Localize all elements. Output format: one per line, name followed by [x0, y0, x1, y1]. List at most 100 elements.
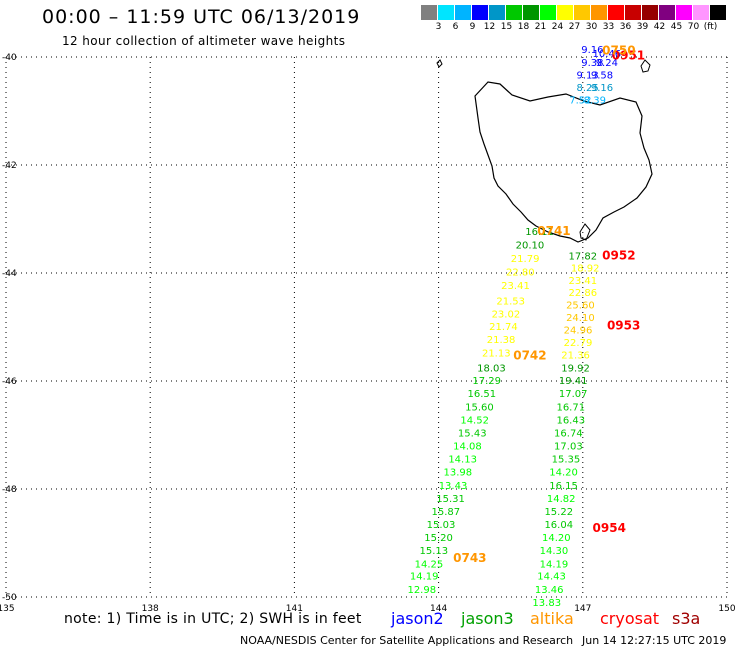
wave-height-value: 21.79 [511, 254, 540, 265]
wave-height-value: 22.80 [506, 268, 535, 279]
color-swatch [710, 5, 727, 20]
wave-height-value: 14.19 [410, 572, 439, 583]
wave-height-value: 13.98 [444, 468, 473, 479]
pass-time-label: 0951 [612, 49, 645, 63]
color-scale-label: 42 [653, 22, 666, 32]
color-scale-label: 45 [670, 22, 683, 32]
satellite-legend-s3a: s3a [672, 609, 701, 628]
wave-height-value: 21.53 [496, 296, 525, 307]
wave-height-value: 9.24 [596, 58, 618, 69]
wave-height-value: 18.03 [477, 363, 506, 374]
color-swatch [557, 5, 574, 20]
wave-height-value: 14.30 [540, 546, 569, 557]
wave-height-value: 14.25 [415, 559, 444, 570]
wave-height-value: 15.43 [458, 429, 487, 440]
wave-height-value: 23.02 [492, 309, 521, 320]
color-scale-label: (ft) [703, 22, 718, 32]
satellite-legend-jason3: jason3 [461, 609, 514, 628]
wave-height-value: 7.52 [569, 95, 591, 106]
wave-height-value: 18.92 [571, 263, 600, 274]
longitude-label: 147 [574, 604, 591, 614]
longitude-label: 138 [142, 604, 159, 614]
pass-time-label: 0954 [593, 521, 626, 535]
latitude-label: -40 [2, 53, 17, 63]
wave-height-value: 9.16 [581, 45, 603, 56]
wave-height-value: 21.38 [487, 335, 516, 346]
color-scale-label: 30 [585, 22, 598, 32]
wave-height-value: 15.03 [427, 520, 456, 531]
color-scale-label: 15 [500, 22, 513, 32]
latitude-label: -42 [2, 161, 17, 171]
wave-height-value: 16.51 [468, 389, 497, 400]
wave-height-value: 14.82 [547, 494, 576, 505]
color-scale-label: 39 [636, 22, 649, 32]
wave-height-value: 19.41 [559, 376, 588, 387]
wave-height-value: 8.39 [584, 95, 606, 106]
wave-height-value: 21.36 [561, 350, 590, 361]
color-scale-label: 6 [452, 22, 459, 32]
wave-height-value: 25.60 [566, 301, 595, 312]
wave-height-value: 16.11 [525, 227, 554, 238]
satellite-legend-altika: altika [530, 609, 574, 628]
pass-time-label: 0952 [602, 249, 635, 263]
color-scale-label: 18 [517, 22, 530, 32]
color-swatch [574, 5, 591, 20]
wave-height-value: 16.74 [554, 429, 583, 440]
wave-height-value: 15.13 [419, 546, 448, 557]
wave-height-value: 9.13 [576, 71, 598, 82]
wave-height-value: 15.87 [431, 507, 460, 518]
longitude-label: 144 [430, 604, 447, 614]
pass-time-label: 0742 [513, 348, 546, 362]
color-scale-label: 33 [602, 22, 615, 32]
longitude-label: 150 [718, 604, 735, 614]
color-swatch [438, 5, 455, 20]
tasmania-coastline [474, 81, 653, 243]
wave-height-value: 17.03 [554, 442, 583, 453]
pass-time-label: 0743 [453, 551, 486, 565]
longitude-labels: 135 138 141 144 147 150 [0, 604, 736, 614]
wave-height-value: 16.04 [544, 520, 573, 531]
pass-time-labels: 0951 0952 0953 0954 0742 0743 0741 0750 [453, 43, 645, 565]
wave-height-value: 14.08 [453, 442, 482, 453]
credit-text: NOAA/NESDIS Center for Satellite Applica… [240, 634, 574, 647]
wave-height-value: 15.31 [436, 494, 465, 505]
latitude-labels: -40 -42 -44 -46 -48 -50 [2, 53, 17, 603]
latitude-label: -50 [2, 593, 17, 603]
wave-height-value: 14.52 [460, 416, 489, 427]
pass-time-label: 0953 [607, 319, 640, 333]
color-swatch [591, 5, 608, 20]
wave-height-value: 14.43 [537, 572, 566, 583]
wave-height-value: 9.38 [581, 58, 603, 69]
footer-note: note: 1) Time is in UTC; 2) SWH is in fe… [64, 611, 362, 627]
wave-height-values: 9.1610.469.389.249.139.588.259.167.528.3… [407, 45, 621, 609]
latitude-label: -48 [2, 485, 17, 495]
wave-height-value: 14.13 [448, 455, 477, 466]
wave-height-value: 17.82 [568, 252, 597, 263]
wave-height-value: 16.15 [549, 481, 578, 492]
wave-height-value: 16.43 [556, 416, 585, 427]
longitude-label: 141 [286, 604, 303, 614]
wave-height-value: 22.86 [568, 288, 597, 299]
color-scale-label: 12 [483, 22, 496, 32]
satellite-legend-jason2: jason2 [391, 609, 444, 628]
color-scale-label: 3 [435, 22, 442, 32]
satellite-legend-cryosat: cryosat [600, 609, 660, 628]
color-swatch [676, 5, 693, 20]
wave-height-value: 14.19 [540, 559, 569, 570]
color-swatch [608, 5, 625, 20]
wave-height-value: 8.25 [576, 83, 598, 94]
wave-height-value: 23.41 [568, 276, 597, 287]
color-swatch [659, 5, 676, 20]
wave-height-value: 13.83 [532, 598, 561, 609]
color-swatch [506, 5, 523, 20]
wave-height-value: 9.16 [591, 83, 613, 94]
wave-height-value: 17.29 [472, 376, 501, 387]
bruny-island [579, 223, 591, 241]
wave-height-value: 22.79 [564, 338, 593, 349]
wave-height-value: 9.58 [591, 71, 613, 82]
wave-height-value: 17.07 [559, 389, 588, 400]
generated-timestamp: Jun 14 12:27:15 UTC 2019 [582, 634, 727, 647]
wave-height-value: 24.96 [564, 325, 593, 336]
color-scale-bar [421, 5, 727, 20]
